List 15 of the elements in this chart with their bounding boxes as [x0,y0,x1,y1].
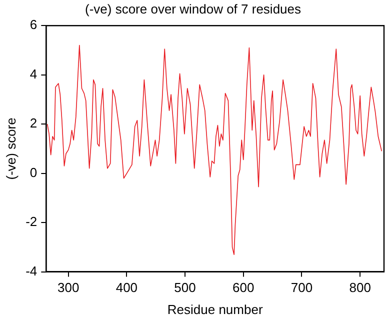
y-tick-label: 4 [30,66,38,82]
y-tick-label: 6 [30,17,38,32]
y-tick-label: -4 [26,263,38,278]
x-tick-label: 500 [174,280,196,296]
x-tick-label: 600 [232,280,254,296]
x-axis-title: Residue number [167,302,264,317]
y-tick-label: -2 [26,214,38,230]
y-tick-label: 2 [30,116,38,131]
x-tick-label: 700 [290,280,313,296]
chart-title: (-ve) score over window of 7 residues [84,1,302,16]
x-tick-label: 400 [116,280,138,296]
x-tick-label: 300 [57,280,80,296]
y-axis-title: (-ve) score [3,118,18,180]
x-tick-label: 800 [349,280,371,296]
y-tick-label: 0 [30,164,38,180]
